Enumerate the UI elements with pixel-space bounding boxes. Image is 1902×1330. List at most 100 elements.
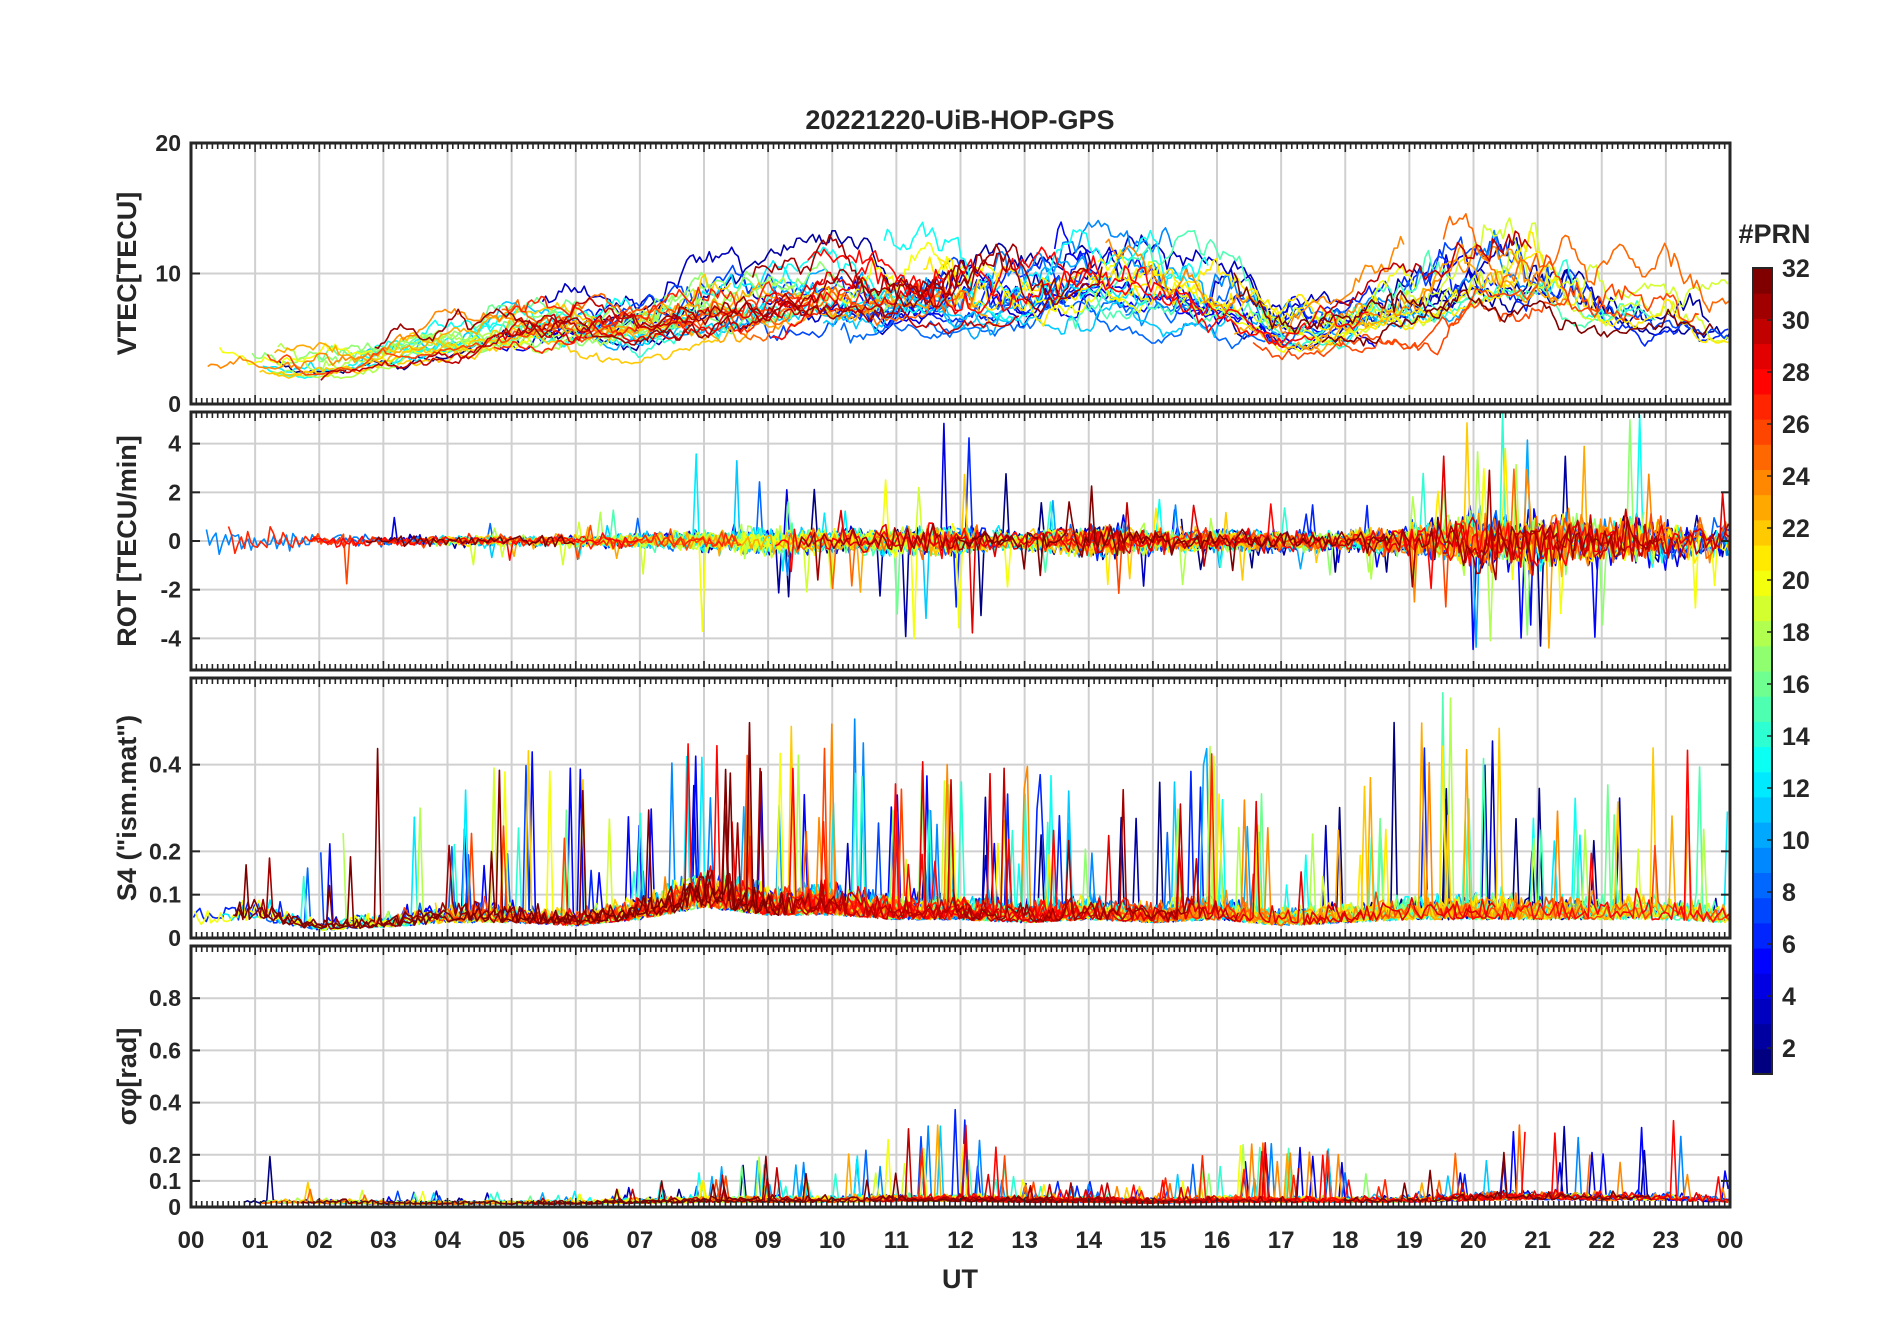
colorbar-segment (1753, 796, 1772, 823)
x-tick-label: 06 (562, 1227, 589, 1254)
y-axis-label: VTEC[TECU] (112, 192, 142, 356)
x-tick-label: 09 (755, 1227, 782, 1254)
colorbar-segment (1753, 948, 1772, 974)
chart-title: 20221220-UiB-HOP-GPS (805, 105, 1114, 135)
y-tick-label: 0 (168, 391, 181, 417)
panel-rot: -4 -2 0 2 4 ROT [TECU/min] (112, 410, 1732, 672)
colorbar-segment (1753, 368, 1772, 395)
series-group (207, 213, 1731, 381)
series-prn-31 (751, 234, 1103, 314)
colorbar-segment (1753, 268, 1772, 294)
x-tick-label: 21 (1524, 1227, 1551, 1254)
series-prn-21 (923, 256, 1380, 331)
series-prn-29 (836, 504, 1278, 634)
series-prn-29 (501, 278, 824, 344)
series-prn-31 (653, 243, 1091, 331)
y-tick-label: 0 (168, 528, 181, 554)
colorbar-segment (1753, 872, 1772, 899)
y-tick-label: 0.4 (149, 1090, 181, 1116)
y-tick-label: 0.2 (149, 838, 181, 864)
series-prn-29 (1435, 1182, 1729, 1203)
colorbar-segment (1753, 771, 1772, 798)
x-axis: 00 01 02 03 04 05 06 07 08 09 10 11 12 13 14 15 16 17 18 19… (178, 1227, 1744, 1254)
series-prn-28 (1439, 749, 1730, 923)
colorbar-segment (1753, 897, 1772, 924)
x-tick-label: 22 (1588, 1227, 1615, 1254)
x-tick-label: 17 (1268, 1227, 1295, 1254)
series-prn-20 (821, 241, 1144, 316)
colorbar-tick-label: 10 (1782, 827, 1810, 855)
colorbar-segment (1753, 645, 1772, 672)
y-tick-label: 0.2 (149, 1142, 181, 1168)
series-prn-30 (1442, 508, 1730, 576)
colorbar-tick-label: 18 (1782, 619, 1810, 647)
series-prn-30 (320, 313, 697, 381)
colorbar-tick-label: 8 (1782, 879, 1796, 907)
colorbar-tick-label: 14 (1782, 723, 1810, 751)
y-tick-label: 0.1 (149, 882, 181, 908)
colorbar-tick-label: 12 (1782, 775, 1810, 803)
series-prn-26 (1337, 254, 1640, 356)
series-prn-20 (1097, 249, 1416, 354)
colorbar-segment (1753, 293, 1772, 319)
colorbar-tick-label: 24 (1782, 463, 1810, 491)
colorbar-tick-label: 20 (1782, 567, 1810, 595)
series-prn-29 (1302, 896, 1496, 925)
colorbar-tick-label: 28 (1782, 359, 1810, 387)
x-tick-label: 23 (1653, 1227, 1680, 1254)
series-prn-24 (1105, 235, 1405, 336)
colorbar-segment (1753, 519, 1772, 546)
colorbar-tick-label: 30 (1782, 307, 1810, 335)
x-tick-label: 00 (1717, 1227, 1744, 1254)
series-group (205, 411, 1731, 651)
colorbar-segment (1753, 822, 1772, 848)
series-prn-28 (731, 767, 1089, 924)
colorbar-tick-label: 26 (1782, 411, 1810, 439)
colorbar-segment (1753, 393, 1772, 420)
series-prn-23 (443, 524, 990, 593)
series-prn-7 (1418, 234, 1728, 339)
series-prn-32 (1233, 272, 1450, 334)
colorbar-segment (1753, 746, 1772, 773)
series-prn-21 (937, 252, 1545, 333)
x-tick-label: 00 (178, 1227, 205, 1254)
x-tick-label: 02 (306, 1227, 333, 1254)
y-axis-label: σφ[rad] (112, 1028, 142, 1126)
x-tick-label: 14 (1075, 1227, 1102, 1254)
panel-s4: 0 0.1 0.2 0.4 S4 ("ism.mat") (112, 676, 1732, 951)
series-prn-31 (374, 259, 966, 350)
x-tick-label: 08 (691, 1227, 718, 1254)
x-tick-label: 04 (434, 1227, 461, 1254)
y-tick-label: 0.4 (149, 752, 181, 778)
panel-vtec: 0 10 20 VTEC[TECU] (112, 130, 1732, 417)
colorbar-segment (1753, 343, 1772, 370)
x-tick-label: 19 (1396, 1227, 1423, 1254)
series-prn-25 (1442, 213, 1730, 313)
x-tick-label: 18 (1332, 1227, 1359, 1254)
colorbar-segment (1753, 444, 1772, 470)
y-axis-label: ROT [TECU/min] (112, 435, 142, 646)
series-prn-28 (310, 532, 639, 561)
y-tick-label: 2 (168, 479, 181, 505)
colorbar-segment (1753, 570, 1772, 596)
series-prn-32 (233, 721, 786, 929)
colorbar-segment (1753, 469, 1772, 496)
y-tick-label: -2 (161, 577, 181, 603)
colorbar-segment (1753, 922, 1772, 949)
colorbar-segment (1753, 973, 1772, 999)
series-prn-32 (365, 534, 575, 548)
series-prn-26 (1252, 281, 1699, 361)
y-tick-label: 4 (168, 431, 181, 457)
y-tick-label: 0.8 (149, 985, 181, 1011)
plot-frame (189, 676, 1732, 940)
series-prn-8 (840, 260, 1432, 350)
y-tick-label: 0 (168, 1194, 181, 1220)
series-prn-6 (1172, 249, 1729, 347)
colorbar-segment (1753, 696, 1772, 722)
series-prn-5 (1053, 221, 1376, 349)
plot-frame (189, 410, 1732, 672)
colorbar-segment (1753, 1048, 1772, 1075)
series-prn-31 (797, 522, 1014, 581)
series-prn-24 (207, 308, 613, 370)
